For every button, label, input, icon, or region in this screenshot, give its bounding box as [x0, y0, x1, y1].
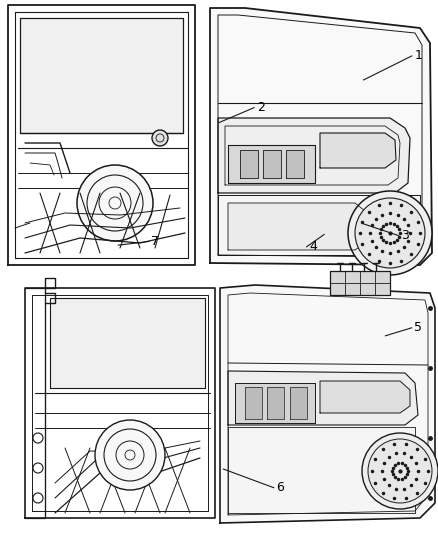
Circle shape	[362, 433, 438, 509]
Circle shape	[33, 433, 43, 443]
Polygon shape	[330, 271, 390, 295]
Polygon shape	[220, 285, 435, 523]
Circle shape	[368, 439, 432, 503]
Polygon shape	[240, 150, 258, 178]
Polygon shape	[286, 150, 304, 178]
Circle shape	[95, 420, 165, 490]
Polygon shape	[228, 203, 365, 250]
Polygon shape	[228, 427, 415, 513]
Polygon shape	[218, 118, 410, 193]
Text: 7: 7	[152, 235, 159, 248]
Text: 3: 3	[401, 229, 409, 242]
Polygon shape	[320, 133, 396, 168]
Circle shape	[348, 191, 432, 275]
Circle shape	[355, 198, 425, 268]
Polygon shape	[320, 381, 410, 413]
Circle shape	[33, 493, 43, 503]
Polygon shape	[8, 5, 195, 265]
Circle shape	[77, 165, 153, 241]
Polygon shape	[25, 288, 215, 518]
Circle shape	[152, 130, 168, 146]
Polygon shape	[263, 150, 281, 178]
Polygon shape	[290, 387, 307, 419]
Text: 2: 2	[257, 101, 265, 114]
Text: 6: 6	[276, 481, 284, 494]
Circle shape	[33, 463, 43, 473]
Polygon shape	[235, 383, 315, 423]
Polygon shape	[210, 8, 432, 265]
Polygon shape	[228, 145, 315, 183]
Polygon shape	[267, 387, 284, 419]
Polygon shape	[20, 18, 183, 133]
Text: 5: 5	[414, 321, 422, 334]
Polygon shape	[218, 195, 420, 255]
Text: 1: 1	[414, 50, 422, 62]
Polygon shape	[50, 298, 205, 388]
Polygon shape	[228, 371, 418, 425]
Polygon shape	[245, 387, 262, 419]
Text: 4: 4	[309, 240, 317, 253]
